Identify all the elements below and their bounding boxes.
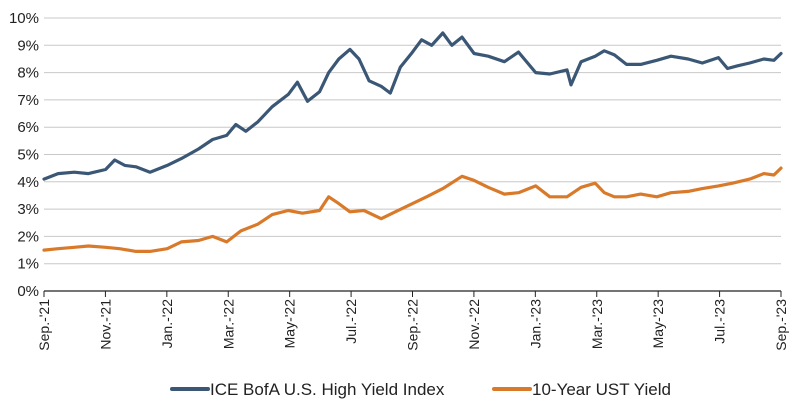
x-tick-label: Sep.-'21 <box>36 299 52 351</box>
legend-label: ICE BofA U.S. High Yield Index <box>210 380 445 399</box>
y-tick-label: 0% <box>17 283 39 300</box>
x-axis-tick-labels: Sep.-'21 Nov.-'21 Jan.-'22 Mar.-'22 May-'22 J… <box>36 299 789 351</box>
x-tick-label: May-'23 <box>650 299 666 349</box>
y-tick-label: 8% <box>17 65 39 82</box>
x-tick-label: Nov.-'21 <box>97 299 113 350</box>
x-tick-label: Jul.-'22 <box>343 299 359 344</box>
x-tick-label: May-'22 <box>282 299 298 349</box>
series-line-ust-yield <box>42 166 783 253</box>
series-lines <box>42 31 783 253</box>
legend: ICE BofA U.S. High Yield Index 10-Year US… <box>170 380 671 399</box>
x-tick-label: Mar.-'23 <box>589 299 605 349</box>
y-tick-label: 6% <box>17 119 39 136</box>
y-tick-label: 3% <box>17 201 39 218</box>
y-tick-label: 10% <box>9 10 39 27</box>
x-axis <box>43 290 782 297</box>
x-tick-label: Sep.-'23 <box>773 299 789 351</box>
x-tick-label: Jan.-'23 <box>527 299 543 349</box>
series-line-high-yield-index <box>42 31 783 181</box>
x-tick-label: Jul.-'23 <box>712 299 728 344</box>
y-tick-label: 5% <box>17 147 39 164</box>
legend-label: 10-Year UST Yield <box>532 380 671 399</box>
y-tick-label: 7% <box>17 92 39 109</box>
y-tick-label: 2% <box>17 228 39 245</box>
y-tick-label: 4% <box>17 174 39 191</box>
x-tick-label: Nov.-'22 <box>466 299 482 350</box>
gridlines <box>44 17 781 292</box>
x-tick-label: Mar.-'22 <box>220 299 236 349</box>
y-tick-label: 9% <box>17 37 39 54</box>
x-tick-label: Sep.-'22 <box>405 299 421 351</box>
y-axis-tick-labels: 0% 1% 2% 3% 4% 5% 6% 7% 8% 9% 10% <box>9 10 39 300</box>
x-tick-label: Jan.-'22 <box>159 299 175 349</box>
y-tick-label: 1% <box>17 256 39 273</box>
